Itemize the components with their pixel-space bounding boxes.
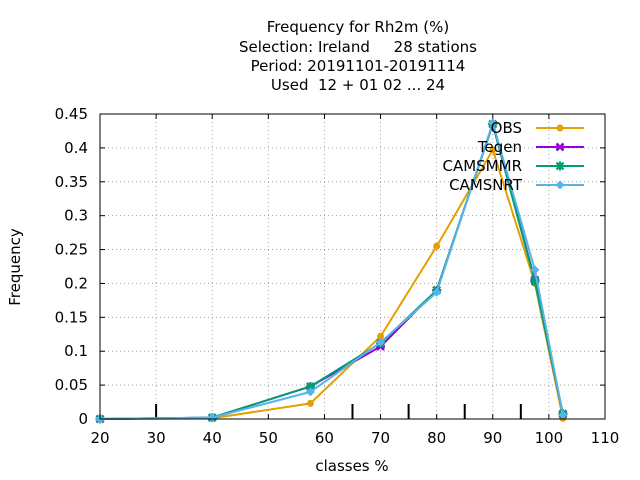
y-tick-label: 0: [78, 410, 88, 428]
y-axis-label: Frequency: [6, 228, 24, 306]
data-point: [558, 410, 568, 420]
x-tick-label: 90: [483, 429, 502, 447]
data-point: [489, 146, 497, 154]
data-point: [555, 161, 565, 171]
data-point: [376, 337, 386, 347]
y-tick-label: 0.45: [55, 105, 88, 123]
title-line-4: Used 12 + 01 02 ... 24: [271, 76, 445, 94]
y-tick-label: 0.2: [64, 274, 88, 292]
y-tick-label: 0.35: [55, 173, 88, 191]
y-tick-label: 0.1: [64, 342, 88, 360]
title-line-3: Period: 20191101-20191114: [251, 57, 466, 75]
data-point: [556, 124, 564, 132]
legend-label: OBS: [491, 119, 522, 137]
legend-label: CAMSNRT: [449, 176, 523, 194]
series-camsnrt: [95, 118, 568, 424]
y-axis-ticks: 0 0.05 0.1 0.15 0.2 0.25 0.3 0.35 0.4 0.45: [55, 105, 605, 428]
y-tick-label: 0.4: [64, 139, 88, 157]
y-tick-label: 0.3: [64, 207, 88, 225]
legend-label: Tegen: [477, 138, 522, 156]
data-point: [555, 142, 565, 152]
x-tick-label: 100: [535, 429, 564, 447]
data-point: [305, 387, 315, 397]
x-tick-label: 40: [203, 429, 222, 447]
x-tick-label: 60: [315, 429, 334, 447]
legend-label: CAMSMMR: [442, 157, 522, 175]
x-tick-label: 20: [90, 429, 109, 447]
title-line-2: Selection: Ireland 28 stations: [239, 38, 477, 56]
y-tick-label: 0.15: [55, 308, 88, 326]
y-tick-label: 0.25: [55, 241, 88, 259]
x-tick-label: 80: [427, 429, 446, 447]
y-tick-label: 0.05: [55, 376, 88, 394]
data-point: [433, 242, 441, 250]
data-point: [305, 381, 315, 391]
data-point: [306, 399, 314, 407]
data-point: [207, 413, 217, 423]
data-point: [377, 332, 385, 340]
title-line-1: Frequency for Rh2m (%): [267, 18, 449, 36]
data-point: [530, 265, 540, 275]
series-layer: [95, 118, 568, 424]
data-point: [488, 118, 498, 128]
x-tick-label: 110: [591, 429, 620, 447]
x-tick-label: 30: [147, 429, 166, 447]
class-markers: [155, 404, 522, 419]
grid: [100, 114, 605, 419]
data-point: [530, 276, 540, 286]
plot-frame: [99, 113, 606, 420]
data-point: [432, 287, 442, 297]
series-line: [99, 119, 564, 420]
x-tick-label: 70: [371, 429, 390, 447]
chart-title: Frequency for Rh2m (%) Selection: Irelan…: [239, 18, 477, 94]
data-point: [555, 180, 565, 190]
x-tick-label: 50: [259, 429, 278, 447]
x-axis-label: classes %: [315, 457, 388, 475]
series-line: [99, 147, 564, 420]
x-axis-ticks: 20 30 40 50 60 70 80 90 100 110: [90, 114, 619, 447]
